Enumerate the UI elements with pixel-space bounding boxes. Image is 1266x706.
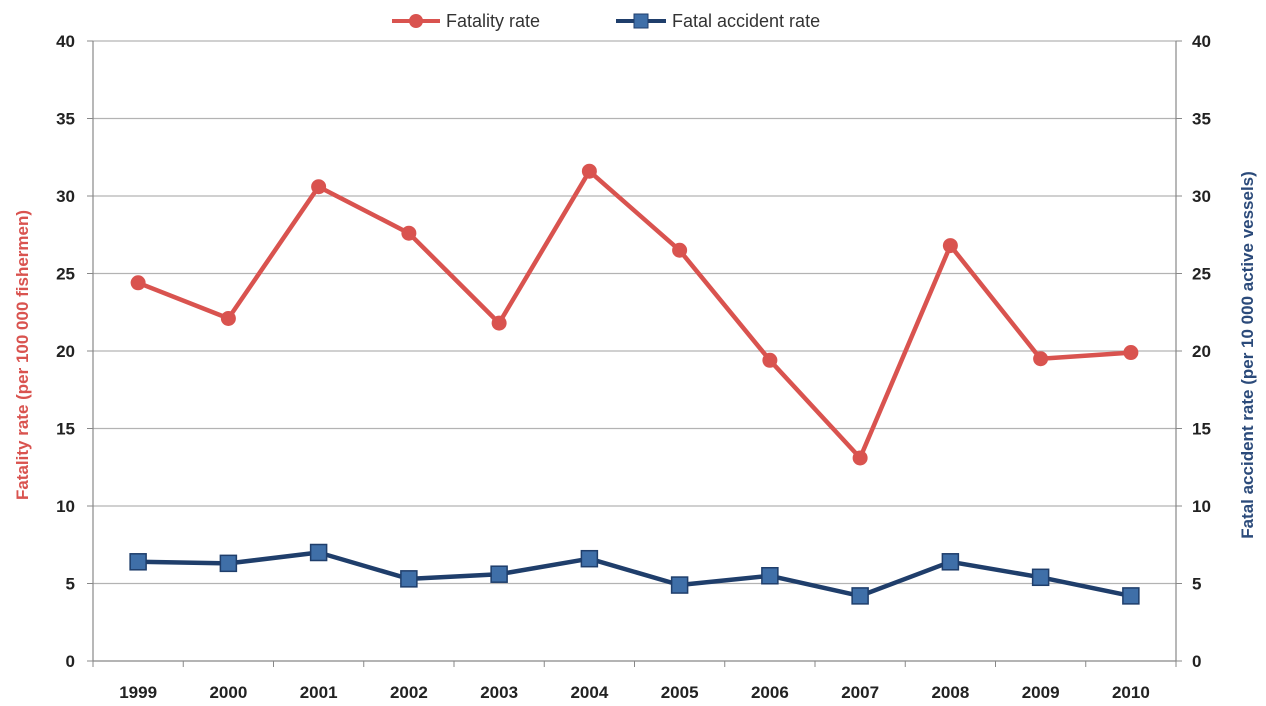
legend-marker-fatal-accident-rate xyxy=(633,13,649,29)
left-tick-label: 15 xyxy=(56,420,75,439)
right-tick-label: 10 xyxy=(1192,497,1211,516)
data-point-fatal-accident-rate xyxy=(761,567,779,585)
data-point-fatal-accident-rate xyxy=(309,543,328,562)
right-axis-ticks: 0 5 10 15 20 25 30 35 40 xyxy=(1192,32,1211,671)
data-point-fatality-rate xyxy=(672,242,688,258)
x-tick-label: 2006 xyxy=(751,683,789,702)
legend-label-fatal-accident-rate: Fatal accident rate xyxy=(672,11,820,31)
left-tick-label: 20 xyxy=(56,342,75,361)
data-point-fatal-accident-rate xyxy=(219,554,238,573)
right-tick-label: 25 xyxy=(1192,265,1211,284)
left-tick-label: 40 xyxy=(56,32,75,51)
series-line-fatality-rate xyxy=(137,168,1132,461)
legend-marker-fatality-rate xyxy=(409,14,423,28)
left-axis-ticks: 0 5 10 15 20 25 30 35 40 xyxy=(56,32,75,671)
legend-label-fatality-rate: Fatality rate xyxy=(446,11,540,31)
data-point-fatality-rate xyxy=(762,352,778,368)
data-point-fatal-accident-rate xyxy=(851,587,869,605)
left-tick-label: 35 xyxy=(56,110,75,129)
right-tick-label: 30 xyxy=(1192,187,1211,206)
x-tick-label: 1999 xyxy=(119,683,157,702)
data-point-fatality-rate xyxy=(130,275,146,291)
data-point-fatal-accident-rate xyxy=(941,553,960,571)
right-tick-label: 40 xyxy=(1192,32,1211,51)
right-tick-label: 20 xyxy=(1192,342,1211,361)
x-tick-label: 2005 xyxy=(661,683,699,702)
x-tick-label: 2007 xyxy=(841,683,879,702)
right-tick-label: 5 xyxy=(1192,575,1201,594)
x-tick-label: 2000 xyxy=(209,683,247,702)
right-tick-label: 0 xyxy=(1192,652,1201,671)
data-point-fatality-rate xyxy=(311,179,327,195)
data-point-fatality-rate xyxy=(491,315,507,331)
legend-item-fatality-rate: Fatality rate xyxy=(392,11,540,31)
data-point-fatal-accident-rate xyxy=(670,576,689,594)
right-tick-label: 15 xyxy=(1192,420,1211,439)
left-axis-title: Fatality rate (per 100 000 fishermen) xyxy=(13,210,32,500)
left-tick-label: 10 xyxy=(56,497,75,516)
x-tick-label: 2004 xyxy=(570,683,608,702)
data-point-fatality-rate xyxy=(852,450,868,466)
left-tick-label: 25 xyxy=(56,265,75,284)
data-point-fatal-accident-rate xyxy=(400,570,418,588)
left-tick-label: 5 xyxy=(66,575,75,594)
right-axis-title: Fatal accident rate (per 10 000 active v… xyxy=(1238,171,1257,539)
x-tick-label: 2010 xyxy=(1112,683,1150,702)
data-point-fatal-accident-rate xyxy=(580,549,599,568)
left-tick-label: 30 xyxy=(56,187,75,206)
series-layer xyxy=(129,163,1140,605)
data-point-fatal-accident-rate xyxy=(1031,568,1050,587)
gridlines xyxy=(93,40,1176,585)
x-tick-label: 2008 xyxy=(931,683,969,702)
left-tick-label: 0 xyxy=(66,652,75,671)
series-line-fatal-accident-rate xyxy=(138,550,1132,599)
data-point-fatal-accident-rate xyxy=(490,565,508,583)
x-tick-label: 2001 xyxy=(300,683,338,702)
data-point-fatality-rate xyxy=(220,310,236,326)
data-point-fatality-rate xyxy=(942,238,958,254)
x-axis-ticks: 1999 2000 2001 2002 2003 2004 2005 2006 2007 2008… xyxy=(119,683,1150,702)
data-point-fatality-rate xyxy=(1123,345,1139,361)
x-tick-label: 2003 xyxy=(480,683,518,702)
axes xyxy=(87,40,1182,667)
data-point-fatal-accident-rate xyxy=(1122,587,1140,605)
x-tick-label: 2002 xyxy=(390,683,428,702)
legend-item-fatal-accident-rate: Fatal accident rate xyxy=(616,11,820,31)
right-tick-label: 35 xyxy=(1192,110,1211,129)
data-point-fatality-rate xyxy=(581,163,597,179)
data-point-fatal-accident-rate xyxy=(129,553,147,571)
data-point-fatality-rate xyxy=(1033,351,1049,367)
x-tick-label: 2009 xyxy=(1022,683,1060,702)
legend: Fatality rate Fatal accident rate xyxy=(392,11,820,31)
data-point-fatality-rate xyxy=(401,225,417,241)
